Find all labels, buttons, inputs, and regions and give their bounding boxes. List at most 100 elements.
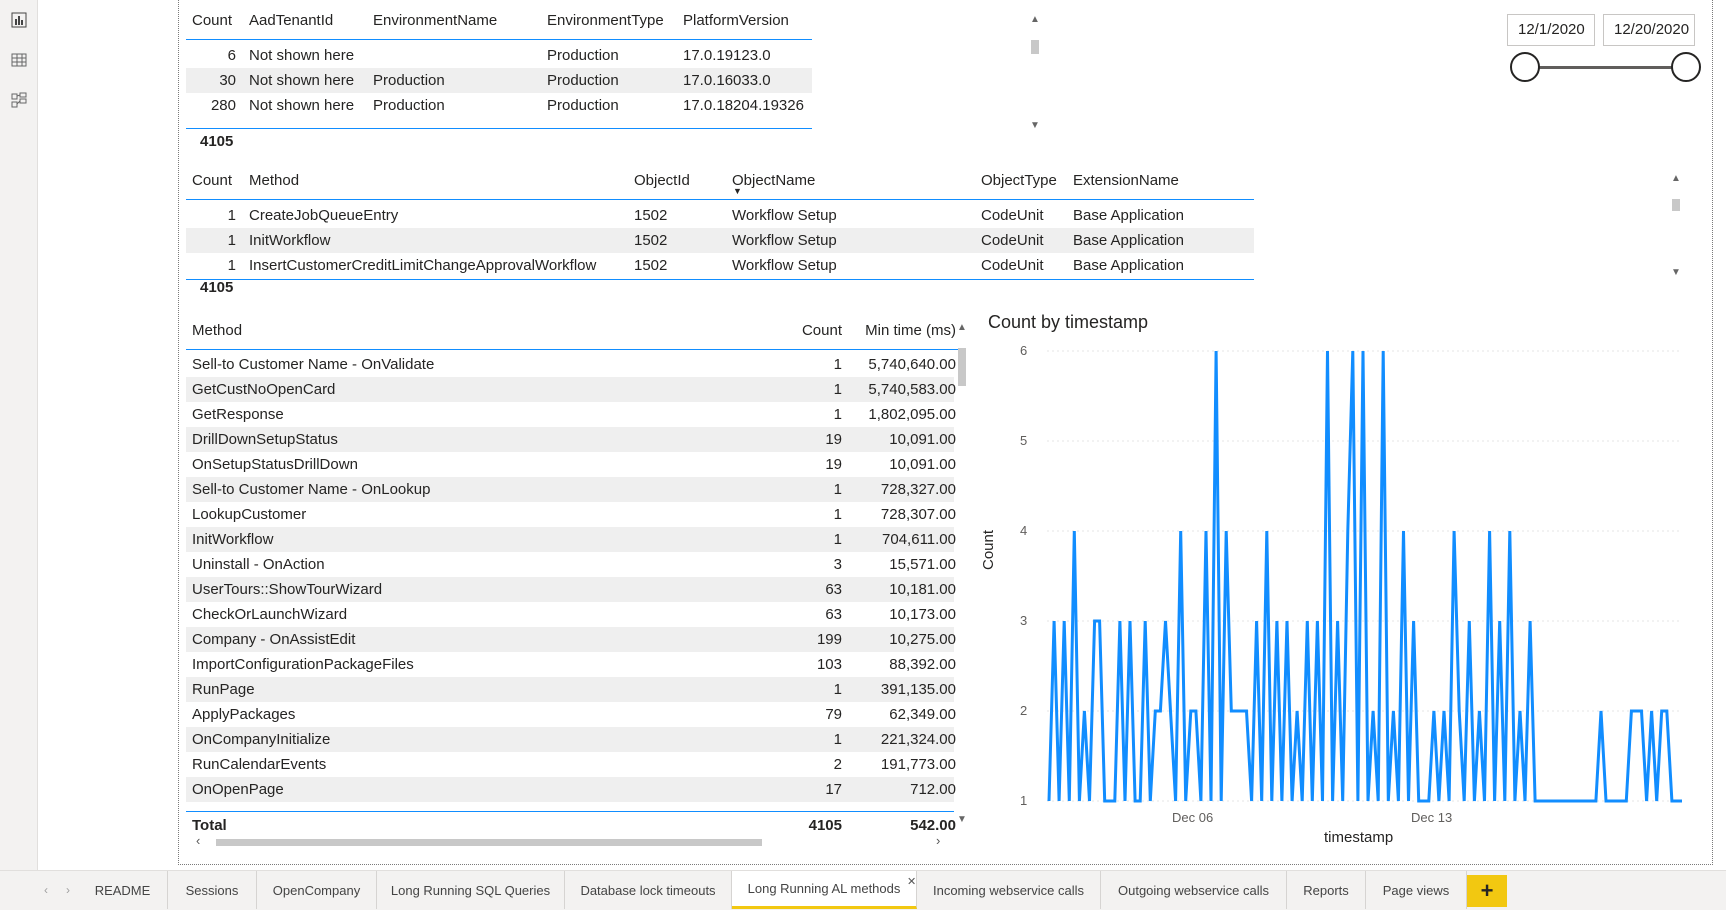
column-header[interactable]: ObjectType: [981, 172, 1057, 189]
column-header[interactable]: Count: [801, 322, 842, 339]
cell-count: 3: [833, 556, 842, 573]
cell-method: GetResponse: [192, 406, 284, 423]
report-page-frame: [178, 0, 1713, 865]
table-row[interactable]: ImportConfigurationPackageFiles 103 88,392…: [186, 652, 956, 677]
page-tab[interactable]: Sessions: [168, 871, 257, 909]
table-row[interactable]: RunPage 1 391,135.00: [186, 677, 956, 702]
scroll-up-icon[interactable]: ▲: [957, 322, 967, 333]
column-header[interactable]: EnvironmentType: [547, 12, 664, 29]
series-line[interactable]: [1047, 350, 1682, 803]
scroll-up-icon[interactable]: ▲: [1671, 173, 1681, 184]
table-header: Count Method ObjectId ObjectName ObjectT…: [186, 160, 1254, 200]
scroll-thumb[interactable]: [1031, 40, 1039, 54]
x-axis-label: timestamp: [1324, 829, 1394, 846]
cell-count: 63: [825, 581, 842, 598]
table-row[interactable]: UserTours::ShowTourWizard 63 10,181.00: [186, 577, 956, 602]
model-view-icon[interactable]: [9, 90, 29, 110]
table-row[interactable]: InitWorkflow 1 704,611.00: [186, 527, 956, 552]
table-row[interactable]: 280 Not shown here Production Production…: [186, 93, 812, 118]
table-row[interactable]: 1 CreateJobQueueEntry 1502 Workflow Setu…: [186, 203, 1254, 228]
column-header[interactable]: ExtensionName: [1073, 172, 1179, 189]
report-view-icon[interactable]: [9, 10, 29, 30]
column-header[interactable]: EnvironmentName: [373, 12, 498, 29]
tab-scroll-right-icon[interactable]: ›: [66, 883, 70, 897]
page-tab[interactable]: Reports: [1287, 871, 1366, 909]
cell-count: 79: [825, 706, 842, 723]
table-row[interactable]: 1 InsertCustomerCreditLimitChangeApprova…: [186, 253, 1254, 278]
scroll-thumb[interactable]: [216, 839, 762, 846]
view-rail: [0, 0, 38, 870]
column-header[interactable]: Count: [192, 12, 233, 29]
column-header[interactable]: PlatformVersion: [683, 12, 789, 29]
table3-scrollbar[interactable]: ▲ ▼: [955, 322, 969, 828]
table-row[interactable]: CheckOrLaunchWizard 63 10,173.00: [186, 602, 956, 627]
y-tick-label: 5: [1020, 433, 1028, 448]
table-row[interactable]: Sell-to Customer Name - OnValidate 1 5,740…: [186, 352, 956, 377]
cell-min-time: 712.00: [910, 781, 956, 798]
table3-hscrollbar[interactable]: ‹ ›: [196, 833, 948, 848]
cell-min-time: 221,324.00: [880, 731, 956, 748]
scroll-up-icon[interactable]: ▲: [1030, 14, 1040, 25]
scroll-left-icon[interactable]: ‹: [196, 833, 201, 848]
page-tab[interactable]: Long Running AL methods: [732, 871, 917, 909]
table-row[interactable]: Sell-to Customer Name - OnLookup 1 728,327…: [186, 477, 956, 502]
page-tab[interactable]: Database lock timeouts: [565, 871, 732, 909]
page-tab[interactable]: Outgoing webservice calls: [1101, 871, 1287, 909]
data-view-icon[interactable]: [9, 50, 29, 70]
end-date-handle[interactable]: [1671, 52, 1701, 82]
table-row[interactable]: 1 InitWorkflow 1502 Workflow Setup CodeU…: [186, 228, 1254, 253]
table-row[interactable]: Uninstall - OnAction 3 15,571.00: [186, 552, 956, 577]
tab-scroll-left-icon[interactable]: ‹: [44, 883, 48, 897]
column-header[interactable]: Method: [192, 322, 243, 339]
cell-method: InsertCustomerCreditLimitChangeApprovalW…: [249, 257, 597, 274]
cell-min-time: 704,611.00: [882, 531, 956, 548]
column-header[interactable]: ObjectName: [732, 172, 816, 189]
table-row[interactable]: Company - OnAssistEdit 199 10,275.00: [186, 627, 956, 652]
sort-desc-icon[interactable]: ▼: [733, 186, 742, 196]
column-header[interactable]: Method: [249, 172, 300, 189]
table-row[interactable]: DrillDownSetupStatus 19 10,091.00: [186, 427, 956, 452]
table-row[interactable]: RunCalendarEvents 2 191,773.00: [186, 752, 956, 777]
table1-scrollbar[interactable]: ▲ ▼: [1028, 14, 1042, 134]
scroll-down-icon[interactable]: ▼: [957, 814, 967, 825]
environment-table[interactable]: Count AadTenantId EnvironmentName Enviro…: [186, 0, 812, 130]
page-tab[interactable]: README: [78, 871, 168, 909]
cell-method: UserTours::ShowTourWizard: [192, 581, 383, 598]
add-page-button[interactable]: +: [1467, 875, 1507, 907]
table-row[interactable]: ApplyPackages 79 62,349.00: [186, 702, 956, 727]
table-row[interactable]: 6 Not shown here Production 17.0.19123.0: [186, 43, 812, 68]
method-timing-table[interactable]: Method Count Min time (ms) Sell-to Custo…: [186, 312, 961, 840]
page-tab[interactable]: OpenCompany: [257, 871, 377, 909]
table-row[interactable]: OnSetupStatusDrillDown 19 10,091.00: [186, 452, 956, 477]
end-date-input[interactable]: 12/20/2020: [1603, 14, 1695, 46]
scroll-thumb[interactable]: [1672, 199, 1680, 211]
table-row[interactable]: GetCustNoOpenCard 1 5,740,583.00: [186, 377, 956, 402]
start-date-input[interactable]: 12/1/2020: [1507, 14, 1595, 46]
column-header[interactable]: ObjectId: [634, 172, 690, 189]
page-tab[interactable]: Incoming webservice calls: [917, 871, 1101, 909]
cell-object-type: CodeUnit: [981, 207, 1044, 224]
cell-count: 1: [833, 681, 842, 698]
table-row[interactable]: GetResponse 1 1,802,095.00: [186, 402, 956, 427]
start-date-handle[interactable]: [1510, 52, 1540, 82]
cell-min-time: 10,173.00: [889, 606, 956, 623]
table-row[interactable]: 30 Not shown here Production Production …: [186, 68, 812, 93]
date-range-track[interactable]: [1525, 66, 1685, 69]
column-header[interactable]: Count: [192, 172, 233, 189]
table-row[interactable]: OnCompanyInitialize 1 221,324.00: [186, 727, 956, 752]
table-row[interactable]: OnOpenPage 17 712.00: [186, 777, 956, 802]
column-header[interactable]: AadTenantId: [249, 12, 334, 29]
scroll-right-icon[interactable]: ›: [936, 833, 941, 848]
table2-scrollbar[interactable]: ▲ ▼: [1669, 173, 1683, 283]
page-tab[interactable]: Page views: [1366, 871, 1467, 909]
table-row[interactable]: LookupCustomer 1 728,307.00: [186, 502, 956, 527]
column-header[interactable]: Min time (ms): [865, 322, 956, 339]
close-tab-icon[interactable]: ✕: [907, 876, 917, 888]
page-tab[interactable]: Long Running SQL Queries: [377, 871, 565, 909]
scroll-down-icon[interactable]: ▼: [1030, 120, 1040, 131]
scroll-down-icon[interactable]: ▼: [1671, 267, 1681, 278]
scroll-thumb[interactable]: [958, 348, 966, 386]
method-object-table[interactable]: Count Method ObjectId ObjectName ObjectT…: [186, 160, 1254, 280]
cell-count: 1: [227, 232, 236, 249]
count-by-timestamp-chart[interactable]: [1040, 340, 1700, 820]
